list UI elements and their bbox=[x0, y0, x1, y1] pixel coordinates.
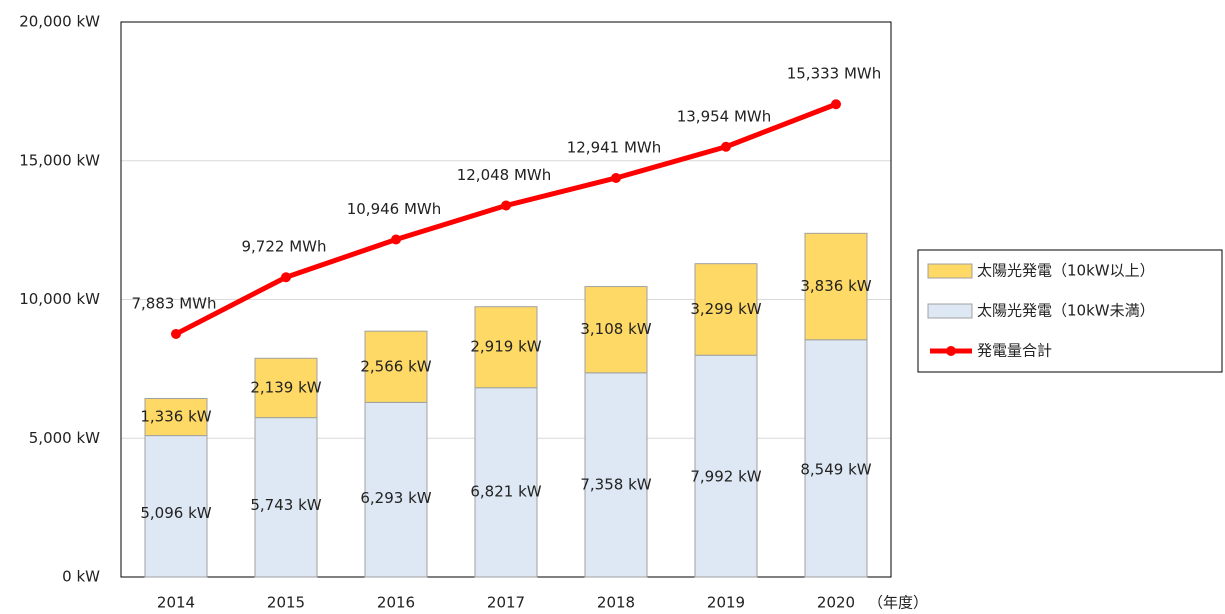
data-label: 9,722 MWh bbox=[242, 238, 327, 256]
data-label: 7,358 kW bbox=[580, 476, 651, 494]
data-label: 1,336 kW bbox=[140, 408, 211, 426]
data-label: 12,941 MWh bbox=[567, 138, 662, 156]
data-label: 2,566 kW bbox=[360, 357, 431, 375]
data-label: 5,743 kW bbox=[250, 496, 321, 514]
x-tick-label: 2015 bbox=[267, 594, 305, 612]
data-label: 3,836 kW bbox=[800, 277, 871, 295]
x-tick-label: 2014 bbox=[157, 594, 195, 612]
bar-segment bbox=[804, 339, 868, 578]
bar-segment bbox=[144, 398, 208, 437]
legend-marker bbox=[946, 346, 956, 356]
line-marker bbox=[611, 172, 621, 183]
data-label: 10,946 MWh bbox=[347, 200, 442, 218]
data-label: 6,821 kW bbox=[470, 482, 541, 500]
line-marker bbox=[501, 200, 511, 211]
x-axis-label: （年度） bbox=[868, 594, 928, 612]
x-tick-label: 2017 bbox=[487, 594, 525, 612]
bar-segment bbox=[694, 354, 758, 578]
bar-segment bbox=[584, 286, 648, 374]
bar-segment bbox=[254, 357, 318, 419]
data-label: 2,919 kW bbox=[470, 338, 541, 356]
bar-segment bbox=[804, 232, 868, 341]
line-marker bbox=[721, 141, 731, 152]
legend-label: 太陽光発電（10kW以上） bbox=[977, 262, 1155, 280]
data-label: 6,293 kW bbox=[360, 489, 431, 507]
data-label: 12,048 MWh bbox=[457, 166, 552, 184]
data-label: 5,096 kW bbox=[140, 504, 211, 522]
bar-segment bbox=[364, 401, 428, 578]
data-label: 13,954 MWh bbox=[677, 107, 772, 125]
x-tick-label: 2019 bbox=[707, 594, 745, 612]
data-label: 3,108 kW bbox=[580, 320, 651, 338]
y-tick-label: 15,000 kW bbox=[19, 151, 100, 169]
data-label: 15,333 MWh bbox=[787, 65, 882, 83]
bar-segment bbox=[584, 372, 648, 578]
line-marker bbox=[281, 272, 291, 283]
line-marker bbox=[171, 328, 181, 339]
x-tick-label: 2018 bbox=[597, 594, 635, 612]
data-label: 7,992 kW bbox=[690, 468, 761, 486]
line-marker bbox=[391, 234, 401, 245]
data-label: 2,139 kW bbox=[250, 378, 321, 396]
legend-label: 発電量合計 bbox=[977, 342, 1052, 360]
y-tick-label: 20,000 kW bbox=[19, 13, 100, 31]
bar-segment bbox=[474, 387, 538, 578]
legend-label: 太陽光発電（10kW未満） bbox=[977, 302, 1155, 320]
line-marker bbox=[831, 99, 841, 110]
data-label: 7,883 MWh bbox=[132, 294, 217, 312]
bar-segment bbox=[474, 306, 538, 389]
y-tick-label: 0 kW bbox=[62, 568, 100, 586]
data-label: 3,299 kW bbox=[690, 300, 761, 318]
y-tick-label: 5,000 kW bbox=[29, 429, 100, 447]
legend-swatch bbox=[927, 263, 973, 279]
bar-segment bbox=[364, 330, 428, 403]
x-tick-label: 2020 bbox=[817, 594, 855, 612]
data-label: 8,549 kW bbox=[800, 461, 871, 479]
bar-segment bbox=[254, 417, 318, 578]
legend-swatch bbox=[927, 303, 973, 319]
bar-segment bbox=[694, 263, 758, 356]
x-tick-label: 2016 bbox=[377, 594, 415, 612]
y-tick-label: 10,000 kW bbox=[19, 290, 100, 308]
